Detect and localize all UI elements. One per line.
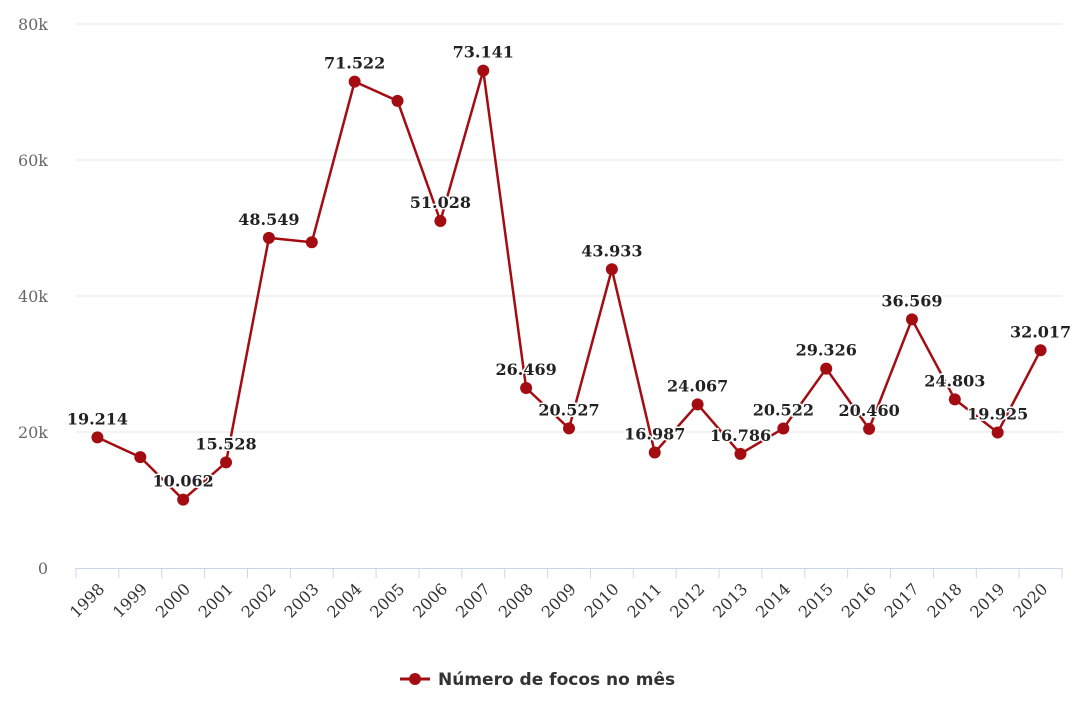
data-point[interactable] <box>777 422 790 435</box>
data-label: 36.569 <box>881 291 942 310</box>
data-label: 19.214 <box>67 409 128 428</box>
data-label: 20.522 <box>753 400 814 419</box>
y-axis: 0 20k 40k 60k 80k <box>18 15 48 578</box>
data-point[interactable] <box>605 263 618 276</box>
data-label: 20.527 <box>538 400 599 419</box>
data-label: 48.549 <box>238 210 299 229</box>
x-tick-label: 2015 <box>795 579 837 621</box>
data-point[interactable] <box>948 393 961 406</box>
x-tick-label: 2004 <box>323 579 365 621</box>
data-point[interactable] <box>563 422 575 435</box>
data-label: 71.522 <box>324 54 385 73</box>
data-point[interactable] <box>348 75 361 88</box>
x-tick-label: 2007 <box>452 579 494 621</box>
data-point[interactable] <box>648 446 661 459</box>
x-tick-label: 2003 <box>280 579 322 621</box>
data-label: 20.460 <box>838 401 899 420</box>
data-label: 43.933 <box>581 241 642 260</box>
data-point[interactable] <box>91 431 104 444</box>
data-point[interactable] <box>863 422 876 435</box>
data-point[interactable] <box>991 426 1004 439</box>
data-point[interactable] <box>434 215 447 228</box>
grid-lines <box>76 23 1062 433</box>
data-label: 32.017 <box>1010 322 1071 341</box>
legend-marker-icon <box>409 673 421 685</box>
x-tick-label: 2009 <box>538 579 580 621</box>
data-label: 16.987 <box>624 424 685 443</box>
series-line-group <box>91 64 1047 506</box>
x-tick-label: 2010 <box>580 579 622 621</box>
x-tick-label: 2000 <box>152 579 194 621</box>
data-label: 16.786 <box>710 426 771 445</box>
x-tick-label: 2002 <box>238 579 280 621</box>
data-label: 24.067 <box>667 376 728 395</box>
x-tick-label: 2019 <box>966 579 1008 621</box>
data-point[interactable] <box>220 456 233 469</box>
data-point[interactable] <box>905 313 918 326</box>
data-point[interactable] <box>734 447 747 460</box>
x-tick-label: 2017 <box>881 579 923 621</box>
x-tick-label: 2018 <box>923 579 965 621</box>
data-label: 51.028 <box>410 193 471 212</box>
data-point[interactable] <box>391 94 404 107</box>
y-tick-label: 60k <box>18 151 48 170</box>
x-tick-label: 2011 <box>623 579 665 621</box>
data-point[interactable] <box>820 362 833 375</box>
x-tick-label: 1998 <box>66 579 108 621</box>
x-tick-label: 2001 <box>195 579 237 621</box>
y-tick-label: 20k <box>18 423 48 442</box>
x-tick-label: 2016 <box>838 579 880 621</box>
data-label: 19.925 <box>967 405 1028 424</box>
data-point[interactable] <box>691 398 704 411</box>
data-label: 24.803 <box>924 371 985 390</box>
x-tick-label: 1999 <box>109 579 151 621</box>
x-tick-label: 2013 <box>709 579 751 621</box>
x-tick-label: 2012 <box>666 579 708 621</box>
data-point[interactable] <box>134 451 147 464</box>
x-tick-label: 2014 <box>752 579 794 621</box>
x-tick-label: 2006 <box>409 579 451 621</box>
data-label: 29.326 <box>796 341 857 360</box>
data-point[interactable] <box>1034 344 1047 357</box>
x-tick-label: 2008 <box>495 579 537 621</box>
data-label: 26.469 <box>496 360 557 379</box>
data-point[interactable] <box>177 493 190 506</box>
data-point[interactable] <box>305 236 318 249</box>
data-point[interactable] <box>520 382 533 395</box>
y-tick-label: 40k <box>18 287 48 306</box>
x-axis: 1998 1999 2000 2001 2002 2003 2004 2005 2006 2007… <box>66 568 1063 622</box>
data-label: 15.528 <box>195 434 256 453</box>
legend[interactable]: Número de focos no mês <box>400 670 675 690</box>
data-label: 73.141 <box>453 43 514 62</box>
data-labels: 19.214 10.062 15.528 48.549 71.522 51.028 73.1… <box>65 41 1072 492</box>
data-point[interactable] <box>477 64 490 77</box>
data-label: 10.062 <box>153 472 214 491</box>
x-tick-label: 2005 <box>366 579 408 621</box>
y-tick-label: 0 <box>38 559 48 578</box>
legend-label: Número de focos no mês <box>438 670 675 690</box>
data-point[interactable] <box>262 231 275 244</box>
x-tick-label: 2020 <box>1009 579 1051 621</box>
y-tick-label: 80k <box>18 15 48 34</box>
